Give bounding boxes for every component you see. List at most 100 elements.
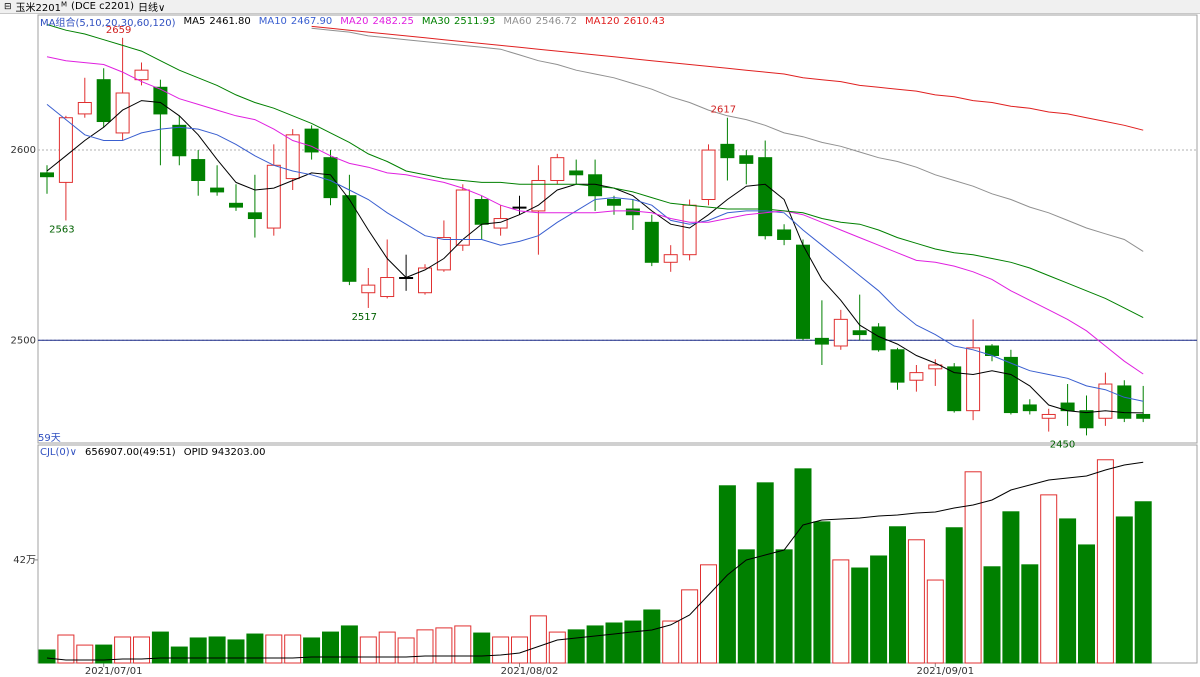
candle-body (569, 170, 584, 176)
candle-body (115, 92, 130, 134)
candle-body (1136, 413, 1151, 419)
volume-bar (38, 649, 56, 664)
volume-bar (416, 629, 434, 664)
volume-bar (151, 631, 169, 664)
candle-body (285, 134, 300, 180)
period[interactable]: 日线∨ (137, 3, 166, 14)
legend-name: MA10 (258, 15, 287, 27)
candle-body (77, 102, 92, 115)
volume-bar (548, 631, 566, 664)
volume-bar (265, 634, 283, 664)
ma-line (311, 25, 1144, 131)
legend-item: MA20 2482.25 (340, 16, 414, 27)
candle-body (474, 199, 489, 225)
volume-bar (1021, 564, 1039, 664)
candle-body (40, 172, 54, 178)
volume-bar (378, 631, 396, 664)
candle-body (682, 204, 697, 256)
volume-bar (1115, 516, 1133, 664)
symbol: 玉米2201M (16, 0, 68, 14)
volume-bar (775, 549, 793, 664)
legend-name: MA20 (340, 15, 369, 27)
volume-bar (189, 637, 207, 664)
price-panel (37, 14, 1198, 444)
volume-bar (926, 579, 944, 664)
y-tick-label: 2500 (11, 335, 36, 346)
volume-bar (813, 521, 831, 664)
symbol-name: 玉米2201 (15, 3, 61, 14)
candle-body (58, 117, 73, 183)
x-tick-label: 2021/09/01 (916, 666, 974, 677)
candle-body (890, 349, 905, 383)
volume-bar (832, 559, 850, 664)
volume-bar (473, 632, 491, 664)
legend-value: 2482.25 (372, 15, 414, 27)
volume-bar (170, 646, 188, 664)
legend-name: MA5 (183, 15, 206, 27)
legend-name: MA60 (503, 15, 532, 27)
menu-icon[interactable]: ⊟ (4, 1, 12, 12)
volume-bar (964, 471, 982, 664)
candle-body (701, 149, 716, 201)
x-tick-label: 2021/08/02 (501, 666, 559, 677)
extreme-label: 2517 (352, 312, 377, 323)
volume-bar (454, 625, 472, 664)
extreme-label: 2563 (49, 224, 74, 235)
volume-bar (907, 539, 925, 664)
candle-body (380, 277, 395, 298)
candle-body (814, 337, 829, 345)
legend-value: 2511.93 (454, 15, 496, 27)
volume-bar (605, 622, 623, 664)
oi-legend: OPID 943203.00 (184, 447, 266, 458)
candle-body (455, 189, 470, 246)
volume-bar (246, 633, 264, 664)
x-tick-label: 2021/07/01 (85, 666, 143, 677)
candle-body (966, 347, 981, 412)
legend-value: 2467.90 (290, 15, 333, 27)
legend-name: MA120 (584, 15, 620, 27)
volume-bar (945, 527, 963, 664)
candle-body (871, 326, 886, 351)
candle-body (1098, 383, 1113, 419)
volume-tick-label: 42万 (13, 555, 36, 566)
candle-body (191, 159, 206, 181)
volume-bar (322, 631, 339, 664)
volume-bar (95, 644, 113, 664)
volume-bar (114, 636, 132, 664)
candle-body (153, 86, 168, 115)
volume-bar (586, 625, 604, 664)
candle-body (644, 221, 659, 263)
candle-body (134, 69, 149, 81)
volume-bar (737, 549, 755, 664)
candle-body (1022, 404, 1037, 412)
y-tick-label: 2600 (11, 145, 36, 156)
candle-body (947, 366, 962, 412)
volume-bar (1002, 511, 1020, 664)
candle-body (852, 330, 867, 336)
volume-bar (662, 620, 680, 664)
candle-body (796, 244, 810, 339)
candle-body (663, 254, 678, 263)
volume-bar (529, 615, 547, 664)
candle-body (323, 157, 338, 199)
volume-bar (983, 566, 1001, 664)
volume-bar (700, 564, 717, 664)
ma-line (311, 27, 1144, 252)
extreme-label: 2617 (711, 105, 736, 116)
volume-name[interactable]: CJL(0)∨ (40, 446, 77, 458)
ma-legend: MA组合(5,10,20,30,60,120) MA5 2461.80 MA10 24… (40, 15, 665, 29)
legend-value: 2546.72 (535, 15, 577, 27)
volume-bar (492, 636, 510, 664)
volume-bar (1096, 459, 1114, 664)
ma-line (46, 100, 1144, 414)
candle-body (229, 202, 243, 208)
legend-value: 2461.80 (209, 15, 251, 27)
ma-group[interactable]: MA组合(5,10,20,30,60,120) (40, 17, 176, 29)
candle-body (739, 155, 754, 164)
candle-body (833, 318, 848, 347)
volume-bar (57, 634, 75, 664)
volume-bar (681, 589, 699, 664)
ma-line (46, 56, 1144, 375)
volume-bar (359, 636, 377, 664)
oi-value: 943203.00 (211, 446, 266, 458)
